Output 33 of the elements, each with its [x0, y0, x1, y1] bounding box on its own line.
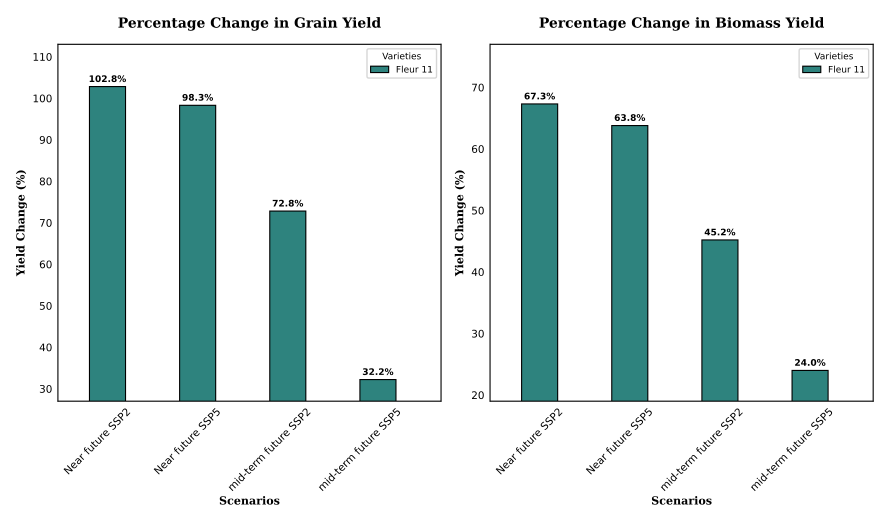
y-tick-label: 40: [472, 268, 484, 276]
y-axis-title: Yield Change (%): [16, 170, 27, 276]
legend-label: Fleur 11: [828, 66, 864, 73]
x-axis-title: Scenarios: [652, 496, 712, 505]
y-tick-label: 30: [472, 330, 484, 338]
y-tick-label: 90: [40, 136, 52, 144]
x-axis-title: Scenarios: [220, 496, 280, 505]
y-tick-label: 20: [472, 391, 484, 400]
data-label: 102.8%: [90, 75, 126, 82]
data-label: 63.8%: [614, 114, 646, 121]
data-label: 67.3%: [524, 92, 556, 100]
y-tick-label: 80: [40, 177, 52, 186]
data-label: 45.2%: [704, 228, 736, 236]
y-axis-title: Yield Change (%): [454, 170, 466, 276]
y-tick-label: 100: [34, 94, 52, 102]
y-tick-label: 50: [472, 206, 484, 215]
y-tick-label: 70: [40, 218, 52, 227]
data-label: 98.3%: [182, 94, 214, 101]
y-tick-label: 60: [40, 260, 52, 268]
legend-label: Fleur 11: [396, 66, 432, 73]
y-tick-label: 40: [40, 343, 52, 352]
chart-title: Percentage Change in Biomass Yield: [540, 17, 824, 31]
data-label: 72.8%: [272, 200, 304, 207]
chart-title: Percentage Change in Grain Yield: [118, 17, 381, 31]
data-label: 24.0%: [795, 359, 826, 366]
y-tick-label: 30: [40, 384, 52, 393]
y-tick-label: 70: [472, 84, 484, 92]
y-tick-label: 110: [34, 52, 52, 61]
y-tick-label: 60: [472, 145, 484, 153]
legend-title: Varieties: [382, 52, 421, 60]
y-tick-label: 50: [40, 302, 52, 310]
legend-title: Varieties: [814, 52, 853, 60]
data-label: 32.2%: [362, 368, 394, 376]
